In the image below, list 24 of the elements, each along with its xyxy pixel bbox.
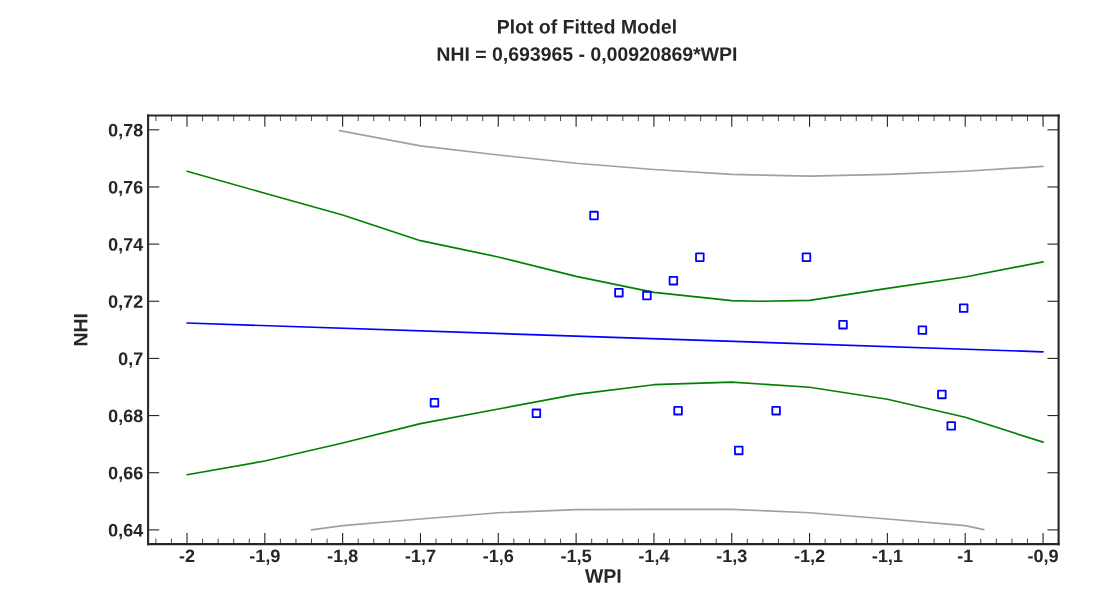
x-tick-label: -1,1	[872, 549, 903, 565]
y-axis-title: NHI	[74, 314, 88, 346]
x-tick-label: -1,4	[639, 549, 670, 565]
chart-title: Plot of Fitted Model	[498, 19, 676, 34]
x-tick-label: -1,7	[405, 549, 436, 565]
x-axis-title: WPI	[585, 569, 621, 583]
x-tick-label: -1,5	[561, 549, 592, 565]
y-tick-label: 0,78	[108, 123, 143, 140]
x-tick-label: -1,6	[483, 549, 514, 565]
x-tick-label: -1,2	[794, 549, 825, 565]
chart-subtitle: NHI = 0,693965 - 0,00920869*WPI	[437, 47, 737, 64]
y-tick-label: 0,76	[108, 180, 143, 197]
y-tick-label: 0,68	[108, 409, 143, 425]
y-tick-label: 0,64	[108, 523, 144, 540]
x-tick-label: -1,9	[249, 549, 280, 565]
x-tick-label: -1,8	[327, 549, 358, 565]
x-tick-label: -0,9	[1028, 549, 1058, 565]
y-tick-label: 0,66	[108, 466, 143, 483]
y-tick-label: 0,7	[118, 352, 143, 368]
x-tick-label: -1	[957, 549, 973, 563]
x-tick-label: -2	[179, 549, 195, 563]
x-tick-label: -1,3	[716, 549, 747, 565]
y-tick-label: 0,74	[108, 238, 144, 254]
y-tick-label: 0,72	[108, 295, 143, 311]
